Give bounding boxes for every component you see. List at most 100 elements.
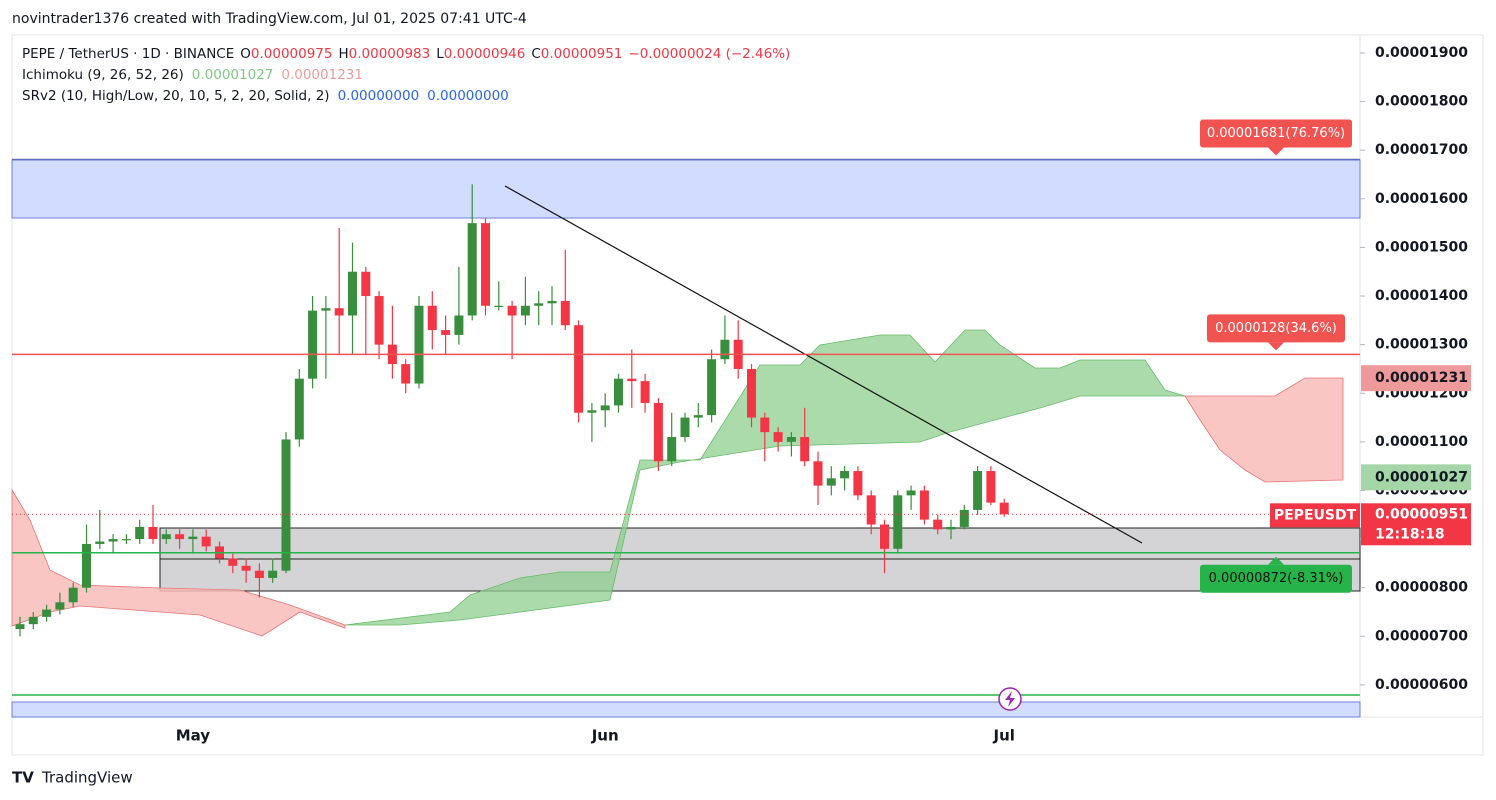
candle-body (707, 359, 717, 416)
candle-body (361, 271, 371, 297)
candle-body (161, 534, 171, 540)
candle-body (587, 410, 597, 413)
candle-body (494, 305, 504, 307)
c-key: C (531, 46, 540, 62)
candle-body (28, 616, 38, 625)
price-tag (1361, 464, 1471, 491)
h: 0.00000983 (349, 46, 431, 62)
last-price-tag (1361, 503, 1471, 546)
legend: PEPE / TetherUS · 1D · BINANCE O0.0000097… (22, 46, 790, 104)
x-tick-label: Jun (591, 727, 619, 745)
countdown: 12:18:18 (1375, 526, 1445, 542)
last-price-label: 0.00000951 (1375, 506, 1468, 522)
level-pointer (1268, 147, 1284, 156)
candle-body (946, 526, 956, 530)
event-bolt (1005, 691, 1015, 707)
x-tick-label: Jul (992, 727, 1014, 745)
candle-body (773, 432, 783, 442)
candle-body (268, 570, 278, 578)
candle-body (308, 310, 318, 379)
candle-body (614, 378, 623, 406)
srv2-line: SRv2 (10, High/Low, 20, 10, 5, 2, 20, So… (22, 88, 509, 104)
candle-body (720, 339, 730, 360)
candle-body (507, 305, 517, 316)
candle-body (135, 526, 145, 540)
candle-body (188, 536, 198, 540)
candle-body (467, 223, 477, 316)
lower-zone (11, 701, 1361, 718)
candle-body (228, 558, 238, 566)
candle-body (760, 417, 770, 433)
y-tick-label: 0.00001100 (1375, 434, 1468, 450)
candle-body (786, 437, 796, 442)
candle-body (973, 471, 983, 510)
o: 0.00000975 (251, 46, 333, 62)
footer: TradingView (41, 769, 133, 787)
candle-body (15, 624, 25, 630)
candle-body (693, 415, 703, 418)
level-label: 0.00001681(76.76%) (1207, 126, 1345, 141)
candle-body (414, 305, 424, 384)
candle-body (574, 325, 584, 413)
candle-body (933, 519, 943, 530)
symbol: PEPE / TetherUS · 1D · BINANCE (22, 46, 234, 62)
y-tick-label: 0.00001800 (1375, 94, 1468, 110)
candle-body (826, 478, 836, 486)
candle-body (281, 439, 291, 571)
level-label: 0.00000872(-8.31%) (1209, 571, 1344, 586)
cloud-bear (11, 488, 346, 637)
candle-body (401, 364, 411, 384)
candle-body (919, 490, 929, 520)
candle-body (959, 509, 969, 527)
l: 0.00000946 (444, 46, 526, 62)
candle-body (68, 587, 78, 603)
candle-body (906, 490, 916, 496)
srv2-b: 0.00000000 (427, 88, 509, 104)
y-tick-label: 0.00000700 (1375, 628, 1468, 644)
y-tick-label: 0.00001400 (1375, 288, 1468, 304)
y-tick-label: 0.00001900 (1375, 45, 1468, 61)
ichimoku: Ichimoku (9, 26, 52, 26) (22, 67, 184, 83)
h-key: H (338, 46, 348, 62)
candle-body (121, 539, 131, 541)
cloud-bear-future (1184, 377, 1344, 483)
candle-body (82, 543, 91, 588)
candle-body (334, 308, 344, 316)
level-label: 0.0000128(34.6%) (1215, 321, 1337, 336)
candle-body (148, 526, 158, 540)
x-tick-label: May (176, 727, 211, 745)
attribution: novintrader1376 created with TradingView… (12, 11, 527, 27)
candle-body (55, 602, 65, 610)
candle-body (800, 437, 810, 462)
candle-body (441, 330, 451, 335)
candle-body (241, 565, 251, 571)
chart-frame (11, 34, 1484, 756)
candle-body (481, 223, 490, 306)
candle-body (454, 315, 464, 335)
l-key: L (436, 46, 444, 62)
candle-body (853, 471, 863, 496)
candle-body (600, 405, 610, 411)
candle-body (999, 502, 1009, 515)
price-tag (1361, 365, 1471, 392)
candle-body (747, 368, 756, 418)
candle-body (108, 539, 118, 542)
ichimoku-line: Ichimoku (9, 26, 52, 26) 0.00001027 0.0000… (22, 67, 363, 83)
y-tick-label: 0.00000800 (1375, 580, 1468, 596)
ichimoku-b: 0.00001231 (281, 67, 363, 83)
candle-body (813, 461, 823, 486)
c: 0.00000951 (541, 46, 623, 62)
candle-body (321, 308, 331, 311)
level-callout (1207, 314, 1345, 343)
candle-body (893, 495, 903, 549)
logo-mark: TV (12, 769, 34, 787)
candle-body (880, 524, 889, 549)
candle-body (667, 437, 677, 462)
legend-line: PEPE / TetherUS · 1D · BINANCE O0.0000097… (22, 46, 790, 62)
trendline (504, 185, 1143, 544)
candle-body (254, 570, 264, 578)
change: −0.00000024 (−2.46%) (628, 46, 790, 62)
candle-body (294, 378, 304, 440)
